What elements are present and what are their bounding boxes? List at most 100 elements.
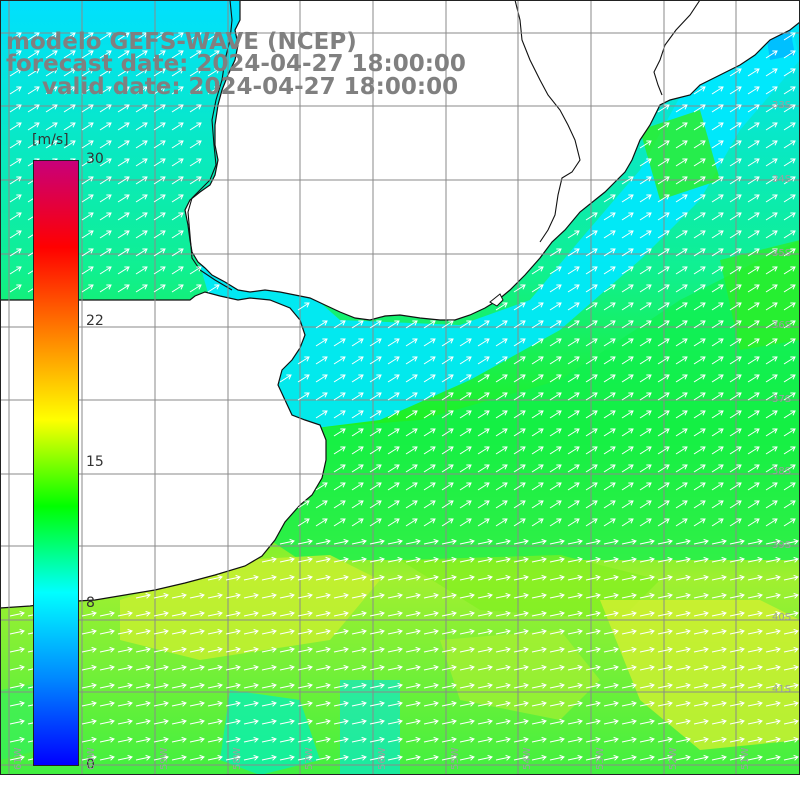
wind-arrow	[153, 176, 166, 185]
wind-arrow	[693, 140, 706, 149]
wind-arrow	[549, 754, 565, 761]
longitude-label: 51W	[740, 747, 751, 770]
wind-arrow	[207, 32, 220, 41]
wind-arrow	[405, 610, 421, 617]
wind-arrow	[99, 86, 112, 95]
wind-arrow	[369, 682, 385, 689]
wind-arrow	[783, 518, 796, 527]
wind-arrow	[657, 500, 670, 509]
wind-arrow	[495, 556, 511, 563]
wind-arrow	[729, 158, 742, 167]
wind-arrow	[621, 718, 637, 725]
wind-arrow	[783, 736, 799, 743]
wind-arrow	[477, 500, 490, 509]
wind-arrow	[315, 374, 328, 383]
wind-arrow	[513, 428, 526, 437]
country-border	[187, 0, 233, 291]
wind-arrow	[279, 538, 295, 545]
wind-arrow	[729, 266, 742, 275]
wind-arrow	[513, 500, 526, 509]
wind-arrow	[603, 410, 616, 419]
wind-arrow	[675, 754, 691, 761]
wind-arrow	[765, 682, 781, 689]
wind-arrow	[441, 556, 457, 563]
wind-arrow	[117, 68, 130, 77]
wind-arrow	[585, 248, 598, 257]
wind-arrow	[153, 194, 166, 203]
wind-arrow	[279, 646, 295, 653]
wind-arrow	[297, 538, 313, 545]
wind-arrow	[621, 556, 637, 563]
longitude-label: 60W	[86, 747, 97, 770]
wind-arrow	[711, 518, 724, 527]
wind-arrow	[693, 464, 706, 473]
wind-arrow	[495, 718, 511, 725]
wind-arrow	[9, 736, 25, 743]
wind-arrow	[765, 464, 778, 473]
wind-arrow	[261, 556, 277, 563]
wind-arrow	[513, 754, 529, 761]
wind-arrow	[117, 50, 130, 59]
wind-arrow	[567, 266, 580, 275]
wind-arrow	[711, 446, 724, 455]
wind-arrow	[675, 482, 688, 491]
wind-arrow	[423, 392, 436, 401]
wind-arrow	[99, 104, 112, 113]
wind-arrow	[279, 628, 295, 635]
wind-arrow	[117, 248, 130, 257]
wind-arrow	[693, 446, 706, 455]
wind-arrow	[315, 482, 328, 491]
wind-arrow	[657, 392, 670, 401]
wind-arrow	[297, 754, 313, 761]
wind-arrow	[783, 158, 796, 167]
wind-arrow	[495, 302, 508, 311]
wind-arrow	[477, 628, 493, 635]
wind-arrow	[243, 592, 259, 599]
wind-arrow	[351, 446, 364, 455]
wind-arrow	[675, 518, 688, 527]
wind-arrow	[603, 482, 616, 491]
wind-arrow	[711, 736, 727, 743]
wind-arrow	[747, 374, 760, 383]
wind-arrow	[171, 592, 187, 599]
wind-arrow	[729, 682, 745, 689]
wind-arrow	[333, 482, 346, 491]
wind-arrow	[711, 410, 724, 419]
wind-arrow	[621, 482, 634, 491]
wind-arrow	[369, 410, 382, 419]
forecast-date-label: forecast date: 2024-04-27 18:00:00	[6, 51, 466, 77]
wind-arrow	[639, 664, 655, 671]
wind-arrow	[351, 320, 364, 329]
colorbar-tick-label: 0	[86, 757, 95, 773]
wind-arrow	[279, 374, 292, 383]
wind-arrow	[333, 700, 349, 707]
wind-arrow	[621, 538, 637, 545]
wind-arrow	[567, 446, 580, 455]
wind-arrow	[99, 176, 112, 185]
wind-arrow	[513, 718, 529, 725]
wind-arrow	[675, 428, 688, 437]
wind-arrow	[441, 592, 457, 599]
wind-arrow	[495, 538, 511, 545]
wind-arrow	[585, 646, 601, 653]
wind-arrow	[495, 574, 511, 581]
wind-arrow	[765, 248, 778, 257]
wind-arrow	[549, 646, 565, 653]
wind-arrow	[657, 700, 673, 707]
wind-arrow	[675, 320, 688, 329]
wind-arrow	[531, 754, 547, 761]
wind-arrow	[567, 338, 580, 347]
wind-arrow	[531, 646, 547, 653]
wind-arrow	[387, 428, 400, 437]
wind-arrow	[63, 104, 76, 113]
wind-arrow	[9, 718, 25, 725]
wind-arrow	[657, 718, 673, 725]
wind-arrow	[387, 754, 403, 761]
wind-arrow	[783, 482, 796, 491]
wind-arrow	[261, 700, 277, 707]
wind-arrow	[675, 464, 688, 473]
wind-arrow	[99, 610, 115, 617]
longitude-label: 52W	[668, 747, 679, 770]
wind-arrow	[351, 356, 364, 365]
wind-arrow	[603, 374, 616, 383]
